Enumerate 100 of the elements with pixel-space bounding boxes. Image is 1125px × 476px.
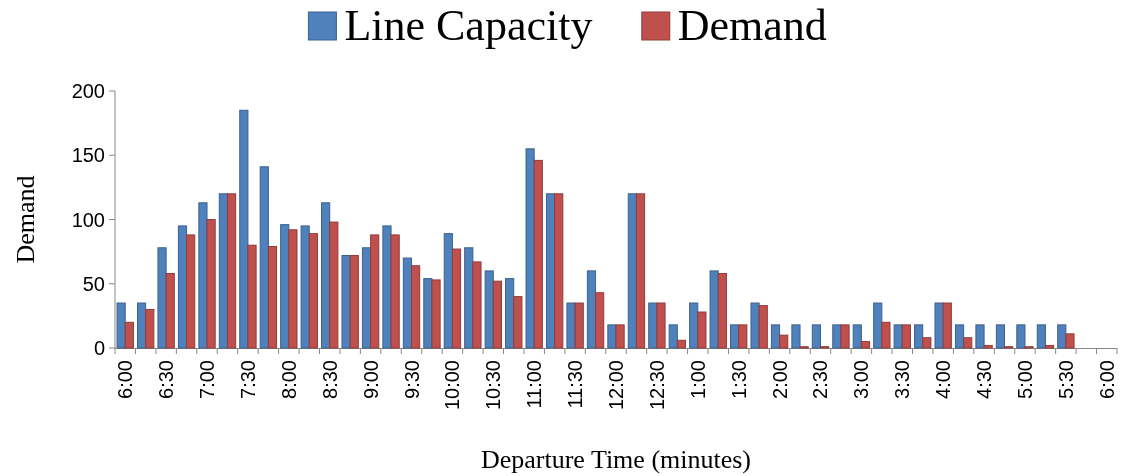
y-tick-label: 0 [93,337,105,359]
bar [1036,324,1046,349]
bar [942,302,952,349]
bar [586,270,597,349]
bar [451,248,462,349]
bar [484,270,494,349]
bar [676,339,687,349]
bar [995,324,1006,349]
x-tick-label: 7:30 [236,360,259,399]
bar [288,229,298,349]
bar [893,324,903,349]
bar [963,337,973,349]
x-tick-label: 2:00 [768,360,791,399]
bar [717,272,727,349]
bar [811,324,821,349]
bar [145,308,155,349]
bar [574,302,584,349]
x-tick-label: 6:30 [155,360,178,399]
x-tick-label: 6:00 [1095,360,1118,399]
bar [922,337,932,349]
legend-label: Line Capacity [344,1,593,50]
x-tick-label: 4:30 [973,360,996,399]
x-tick-label: 5:30 [1054,360,1077,399]
bar [975,324,985,349]
x-tick-label: 4:00 [932,360,955,399]
bar [840,324,850,349]
bar [1057,324,1067,349]
x-tick-label: 10:30 [482,360,505,411]
bar [464,247,474,349]
bar [709,270,719,349]
bar [668,324,678,349]
bar [165,272,175,349]
bar [226,193,237,349]
x-axis-title: Departure Time (minutes) [480,445,752,474]
y-tick-label: 50 [82,272,105,295]
bar [750,302,760,349]
x-tick-label: 3:00 [850,360,873,399]
bar [914,324,924,349]
bar [341,254,351,349]
bar [615,324,625,349]
bar [247,244,257,349]
y-axis-title: Demand [11,175,40,264]
x-tick-label: 11:30 [564,360,587,409]
bar [635,193,646,349]
bar [1044,344,1055,349]
bar [770,324,781,349]
legend-label: Demand [677,1,827,50]
bar [239,109,249,349]
x-tick-label: 8:30 [318,360,341,399]
bar [873,302,883,349]
bar [881,321,891,349]
x-tick-label: 8:00 [277,360,300,399]
bar [300,225,310,349]
bar [533,159,543,349]
bar [697,311,707,349]
bar [411,265,421,349]
x-tick-label: 5:00 [1013,360,1036,399]
bar [259,166,269,349]
x-tick-label: 11:00 [523,360,546,409]
bar [349,254,359,349]
y-tick-label: 200 [71,80,105,102]
bar [832,324,842,349]
x-tick-label: 3:30 [891,360,914,399]
bar [791,324,801,349]
bar [329,221,339,349]
bar [1016,324,1026,349]
bar [124,321,134,349]
bar [267,245,278,349]
bar [860,341,871,349]
x-tick-label: 12:30 [645,360,668,411]
bar [656,302,666,349]
x-tick-label: 2:30 [809,360,832,399]
bar [901,324,911,349]
x-tick-label: 6:00 [114,360,137,399]
bar [525,148,535,349]
bar [472,261,482,349]
bar [758,305,768,349]
y-tick-label: 150 [71,144,105,167]
x-tick-label: 1:30 [727,360,750,399]
x-tick-label: 12:00 [605,360,627,411]
x-tick-label: 7:00 [196,360,219,399]
bar [730,324,740,349]
bar [934,302,944,349]
bar [983,344,993,349]
x-tick-label: 9:30 [400,360,423,399]
bar [492,280,502,349]
bar [198,202,208,349]
bar [431,279,441,349]
bar [370,234,380,349]
bar [738,324,748,349]
x-tick-label: 1:00 [686,360,709,399]
bar [505,278,515,349]
bar [206,219,216,349]
bar [513,296,523,349]
bar [308,233,318,349]
bar [954,324,965,349]
bar [157,247,167,349]
bar [116,302,126,349]
bar [852,324,862,349]
x-tick-label: 9:00 [359,360,382,399]
